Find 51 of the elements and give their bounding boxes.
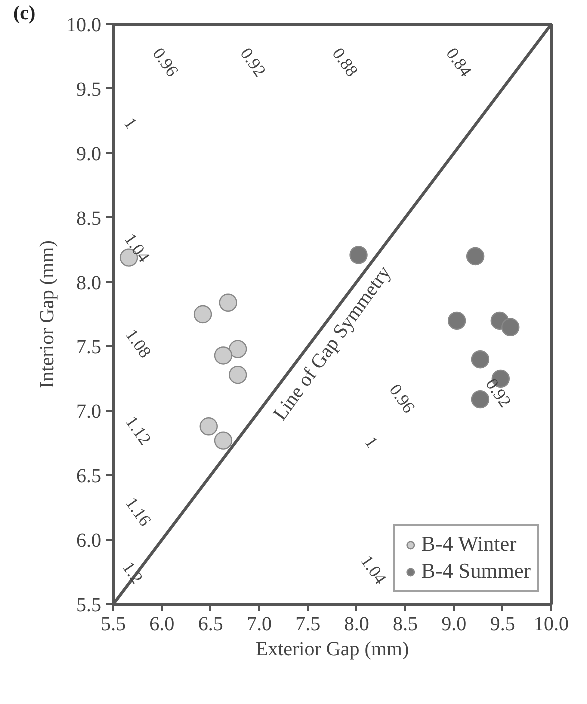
x-tick-label: 9.5	[490, 614, 516, 636]
y-tick-label: 6.5	[76, 466, 102, 488]
y-tick-label: 7.0	[76, 401, 102, 424]
annotation: 1.04	[357, 552, 390, 588]
x-tick-label: 6.5	[198, 614, 224, 636]
legend-label: B-4 Winter	[421, 532, 517, 557]
point	[214, 432, 233, 450]
x-tick-label: 6.0	[150, 614, 175, 636]
y-axis-title: Interior Gap (mm)	[36, 240, 58, 388]
point	[219, 294, 238, 312]
x-tick-label: 5.5	[101, 614, 126, 636]
annotation: 1.04	[120, 230, 154, 266]
chart-title: (c)	[14, 2, 36, 24]
x-axis-title: Exterior Gap (mm)	[256, 638, 410, 660]
annotation: 0.96	[149, 44, 182, 81]
point	[228, 340, 248, 358]
x-tick-label: 7.5	[296, 614, 321, 636]
y-tick-label: 7.5	[76, 336, 102, 359]
y-tick-label: 9.5	[76, 78, 102, 101]
point	[448, 312, 466, 330]
annotation: 1.08	[122, 326, 155, 362]
y-tick-label: 10.0	[66, 14, 102, 36]
annotation: 1.2	[118, 558, 147, 588]
point	[214, 346, 233, 365]
x-tick-label: 8.5	[393, 614, 418, 636]
point	[350, 246, 368, 264]
point	[228, 366, 248, 384]
y-tick-label: 8.0	[76, 272, 102, 294]
y-tick-label: 9.0	[76, 143, 102, 166]
point	[194, 305, 212, 324]
annotation: 0.88	[328, 44, 362, 80]
x-tick-label: 8.0	[344, 614, 370, 636]
x-tick-label: 10.0	[534, 614, 569, 636]
x-tick-label: 9.0	[442, 614, 467, 636]
y-tick-label: 5.5	[76, 594, 102, 616]
annotation: 0.96	[386, 381, 419, 418]
y-tick-label: 6.0	[76, 530, 102, 552]
x-tick-label: 7.0	[247, 614, 272, 636]
annotation: 0.92	[236, 44, 270, 80]
y-tick-label: 8.5	[76, 208, 102, 230]
point	[471, 350, 490, 369]
point	[200, 418, 218, 436]
legend-label: B-4 Summer	[421, 559, 531, 584]
annotation: 1	[361, 433, 382, 452]
annotation: 1.12	[122, 412, 155, 449]
annotation: 1	[120, 114, 141, 132]
annotation: 1.16	[122, 494, 156, 530]
point	[466, 247, 485, 266]
point	[502, 318, 520, 336]
annotation: 0.84	[442, 44, 476, 81]
annotation: 0.92	[482, 375, 516, 411]
